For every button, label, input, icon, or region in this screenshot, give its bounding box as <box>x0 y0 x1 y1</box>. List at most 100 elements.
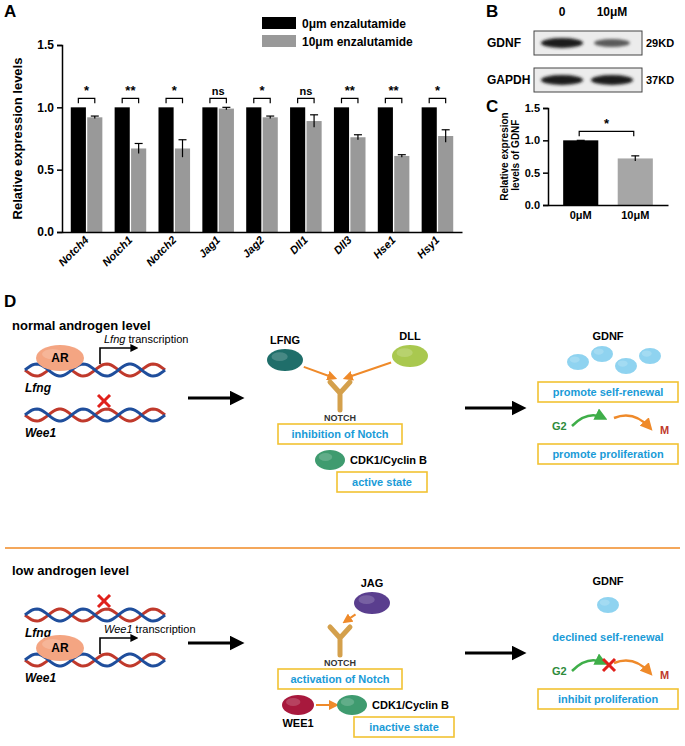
tick-mark <box>543 140 548 142</box>
arrow <box>572 415 604 426</box>
significance-label: ** <box>125 83 136 98</box>
error-bar <box>222 107 230 109</box>
significance-group: * <box>579 116 634 136</box>
error-bar <box>179 140 187 157</box>
x-axis: Notch4Notch1Notch2Jag1Jag2Dll1Dll3Hse1Hs… <box>56 233 463 269</box>
transcription-label: Lfng transcription <box>104 333 188 345</box>
protein-label: CDK1/Cyclin B <box>372 699 449 711</box>
gdnf-protein-shape <box>594 348 604 354</box>
legend-swatch <box>262 17 296 29</box>
gdnf-protein-shape <box>597 597 619 613</box>
tick-label: Jag1 <box>196 234 222 260</box>
tick-label: Notch1 <box>100 234 135 269</box>
error-cap <box>222 107 230 108</box>
y-tick: 1.0 <box>37 101 62 115</box>
highlight-box <box>354 717 454 737</box>
highlight-box <box>538 444 678 464</box>
ligand-shape <box>392 345 428 367</box>
tick-label: 0.5 <box>525 167 540 179</box>
gdnf-protein-shape <box>567 354 589 370</box>
state-label: inactive state <box>369 721 439 733</box>
bar <box>422 107 437 232</box>
bar <box>334 107 349 232</box>
ligand-label: JAG <box>361 577 384 589</box>
bar <box>175 148 190 232</box>
x-tick: Hsy1 <box>414 234 441 261</box>
tick-label: 0μM <box>570 209 592 221</box>
x-tick: Dll1 <box>287 234 310 257</box>
y-tick: 0.5 <box>525 167 548 179</box>
significance-label: * <box>172 83 178 98</box>
bar <box>290 107 305 232</box>
y-tick: 0.0 <box>37 225 62 239</box>
receptor-label: NOTCH <box>324 658 356 668</box>
wee1-protein-shape <box>286 698 300 706</box>
transcription-label: Wee1 transcription <box>104 623 196 635</box>
panel-label: A <box>4 2 16 21</box>
significance-label: ** <box>345 83 356 98</box>
bar <box>202 107 217 232</box>
significance-label: ** <box>389 83 400 98</box>
tick-label: Jag2 <box>240 234 266 260</box>
tick-label: Hsy1 <box>414 234 441 261</box>
arrow <box>100 348 136 364</box>
bar <box>219 109 234 232</box>
dna-strand <box>25 609 165 621</box>
bar <box>438 136 453 232</box>
tick-label: Notch2 <box>144 234 179 269</box>
x-tick: 0μM <box>570 209 592 221</box>
x-tick: Notch1 <box>100 234 135 269</box>
protein-label: GDNF <box>592 330 623 342</box>
ligand <box>354 592 390 614</box>
notch-receptor <box>330 627 350 655</box>
size-label: 29KD <box>646 37 674 49</box>
legend-swatch <box>262 35 296 47</box>
cdk1-cyclin-b <box>315 450 345 470</box>
cdk1-cyclin-b-shape <box>315 450 345 470</box>
x-tick: Notch4 <box>56 234 91 269</box>
x-tick: Jag2 <box>240 234 266 260</box>
significance-label: * <box>84 83 90 98</box>
ligand-shape <box>267 349 303 371</box>
cross-line <box>98 595 110 607</box>
state-label: activation of Notch <box>290 673 389 685</box>
error-line <box>313 115 314 127</box>
bar <box>563 140 598 205</box>
wee1-protein <box>282 695 314 715</box>
tick-label: 1.0 <box>525 134 540 146</box>
significance-bracket <box>298 98 314 103</box>
significance-bracket <box>254 98 270 103</box>
phase-label: G2 <box>552 665 567 677</box>
arrow <box>465 407 522 410</box>
tick-label: 1.0 <box>37 101 54 115</box>
block-cross <box>603 659 615 671</box>
cross-line <box>98 395 110 407</box>
highlight-box <box>278 669 402 689</box>
arrow <box>304 367 335 378</box>
dna-strand <box>25 609 165 621</box>
protein-label: GDNF <box>592 575 623 587</box>
phase-label: M <box>660 424 669 436</box>
significance-bracket <box>166 98 182 103</box>
error-line <box>635 156 636 161</box>
bar <box>307 121 322 232</box>
tick-label: Hse1 <box>371 234 398 261</box>
significance-label: * <box>604 116 610 131</box>
state-label: declined self-renewal <box>552 631 663 643</box>
bar <box>115 107 130 232</box>
gdnf-protein-shape <box>615 358 637 374</box>
y-tick: 0.5 <box>37 163 62 177</box>
state-label: active state <box>352 476 412 488</box>
figure: A****ns*ns*****0.00.51.01.5Notch4Notch1N… <box>0 0 685 746</box>
error-line <box>182 140 183 157</box>
blot-band <box>541 38 583 48</box>
protein-label: WEE1 <box>282 717 313 729</box>
significance-label: * <box>435 83 441 98</box>
state-label: promote self-renewal <box>553 386 664 398</box>
error-line <box>445 130 446 142</box>
protein-label: GAPDH <box>487 73 530 87</box>
tick-mark <box>57 169 62 171</box>
tick-label: 0.5 <box>37 163 54 177</box>
lane-label: 10μM <box>597 5 628 19</box>
x-tick: 10μM <box>621 209 649 221</box>
